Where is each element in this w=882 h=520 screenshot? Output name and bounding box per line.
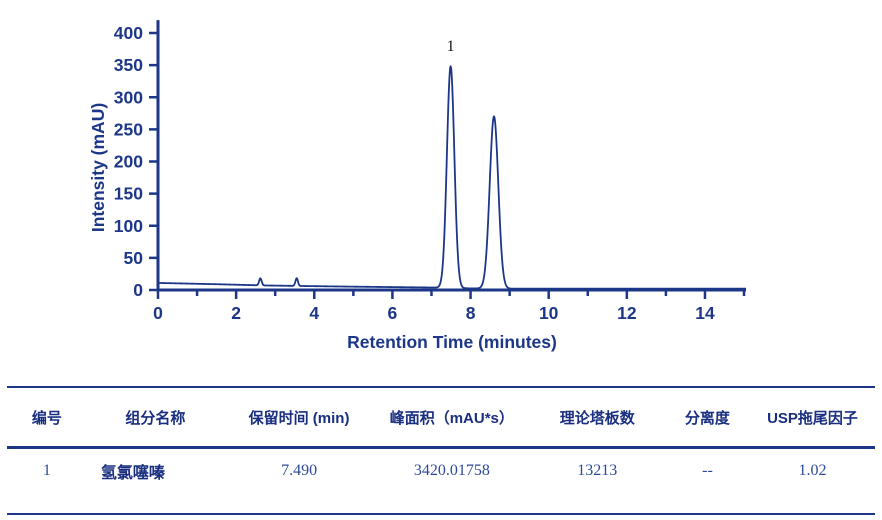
peak-results-section: 编号 组分名称 保留时间 (min) 峰面积（mAU*s） 理论塔板数 分离度 … — [0, 386, 882, 515]
cell-peak-area: 3420.01758 — [413, 462, 490, 479]
x-tick-label: 0 — [153, 303, 163, 323]
x-tick-label: 8 — [466, 303, 476, 323]
x-tick-label: 2 — [231, 303, 241, 323]
y-tick-label: 100 — [114, 216, 143, 236]
cell-theoretical-plates: 13213 — [577, 462, 618, 479]
x-tick-label: 6 — [388, 303, 398, 323]
y-tick-label: 50 — [124, 248, 144, 268]
cell-resolution: -- — [702, 462, 713, 479]
header-usp-tailing: USP拖尾因子 — [767, 410, 858, 427]
peak-results-table: 编号 组分名称 保留时间 (min) 峰面积（mAU*s） 理论塔板数 分离度 … — [7, 386, 875, 515]
y-tick-label: 150 — [114, 184, 143, 204]
x-tick-label: 4 — [309, 303, 319, 323]
x-tick-label: 10 — [539, 303, 559, 323]
table-row: 1 氢氯噻嗪 7.490 3420.01758 13213 -- 1.02 — [7, 448, 875, 514]
cell-component-name: 氢氯噻嗪 — [100, 465, 165, 482]
y-tick-label: 0 — [133, 280, 143, 300]
header-resolution: 分离度 — [684, 410, 730, 427]
x-tick-label: 12 — [617, 303, 637, 323]
header-peak-area: 峰面积（mAU*s） — [389, 410, 514, 427]
cell-peak-number: 1 — [42, 462, 51, 479]
y-tick-label: 350 — [114, 55, 143, 75]
y-tick-label: 250 — [114, 119, 143, 139]
y-axis-title: Intensity (mAU) — [88, 103, 108, 232]
header-component-name: 组分名称 — [125, 410, 186, 427]
y-tick-label: 200 — [114, 152, 143, 172]
x-axis-title: Retention Time (minutes) — [347, 332, 557, 352]
y-tick-label: 300 — [114, 87, 143, 107]
chromatogram-panel: 0 50 100 150 200 250 300 350 400 0 2 4 6 8 10 12 14 Reten… — [88, 20, 747, 352]
chromatogram-trace — [157, 65, 747, 290]
header-theoretical-plates: 理论塔板数 — [559, 410, 635, 427]
chromatogram-chart: 0 50 100 150 200 250 300 350 400 0 2 4 6 8 10 12 14 Reten… — [88, 20, 747, 352]
y-tick-label: 400 — [114, 23, 143, 43]
cell-usp-tailing: 1.02 — [798, 462, 827, 479]
cell-retention-time: 7.490 — [281, 462, 318, 479]
header-peak-number: 编号 — [31, 410, 62, 427]
peak-label: 1 — [447, 38, 455, 55]
x-tick-label: 14 — [695, 303, 715, 323]
table-header-row: 编号 组分名称 保留时间 (min) 峰面积（mAU*s） 理论塔板数 分离度 … — [7, 387, 875, 448]
header-retention-time: 保留时间 (min) — [248, 410, 350, 427]
